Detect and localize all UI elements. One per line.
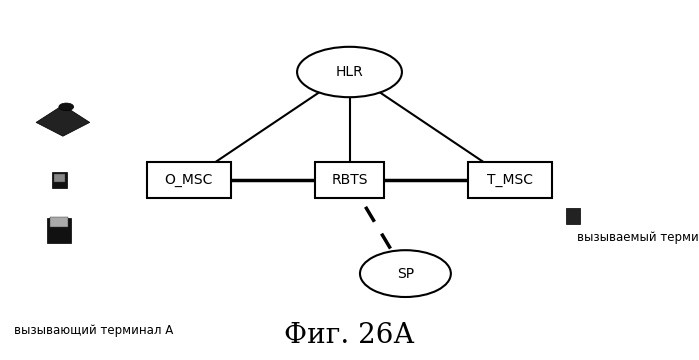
Bar: [468, 162, 552, 198]
Bar: [566, 208, 580, 224]
Text: T_MSC: T_MSC: [487, 173, 533, 187]
Text: вызывающий терминал А: вызывающий терминал А: [14, 324, 173, 337]
Text: вызываемый терминал В: вызываемый терминал В: [577, 231, 699, 244]
Text: HLR: HLR: [336, 65, 363, 79]
Text: SP: SP: [397, 267, 414, 280]
Bar: [54, 174, 65, 183]
Bar: [48, 218, 71, 243]
Text: O_MSC: O_MSC: [164, 173, 213, 187]
Text: Фиг. 26А: Фиг. 26А: [284, 322, 415, 349]
Text: RBTS: RBTS: [331, 173, 368, 187]
Polygon shape: [36, 105, 89, 136]
Circle shape: [59, 103, 73, 111]
Bar: [147, 162, 231, 198]
Ellipse shape: [297, 47, 402, 97]
Bar: [315, 162, 384, 198]
Bar: [50, 217, 69, 227]
Bar: [52, 172, 67, 188]
Ellipse shape: [360, 250, 451, 297]
